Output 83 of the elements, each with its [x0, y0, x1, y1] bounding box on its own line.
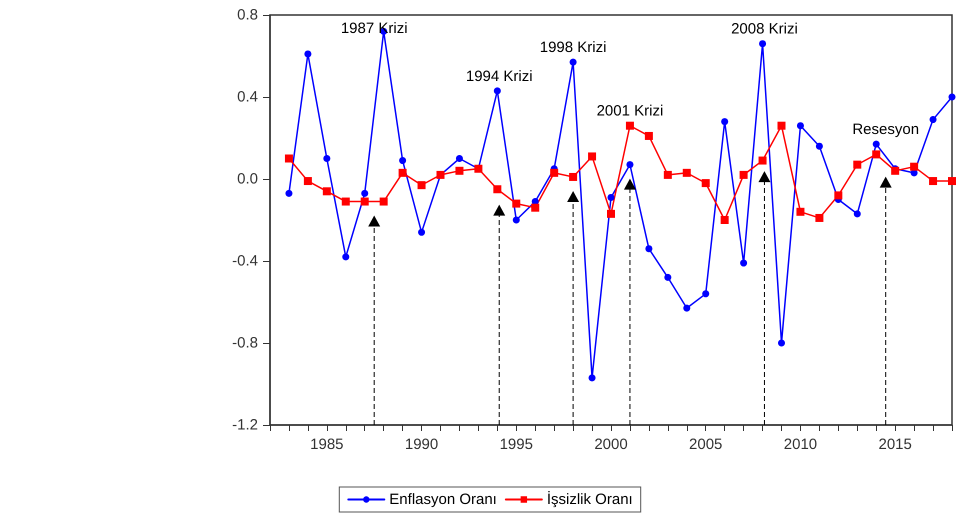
point: [683, 304, 690, 312]
point: [493, 185, 502, 194]
point: [702, 290, 710, 298]
point: [588, 152, 596, 160]
point: [758, 156, 767, 165]
x-tick-label: 2000: [594, 436, 628, 453]
point: [778, 340, 785, 346]
point: [361, 190, 368, 197]
point: [796, 208, 804, 216]
point: [853, 160, 862, 169]
x-tick-label: 2015: [878, 436, 912, 453]
point: [834, 191, 842, 200]
point: [304, 177, 312, 186]
point: [644, 132, 653, 140]
point: [645, 245, 652, 252]
point: [948, 94, 956, 100]
point: [588, 374, 596, 382]
y-tick-label: -0.8: [232, 334, 258, 352]
x-tick-label: 1990: [404, 436, 438, 453]
point: [322, 187, 331, 196]
point: [721, 118, 728, 126]
point: [455, 166, 464, 175]
point: [720, 216, 729, 224]
x-tick-label: 1985: [310, 436, 344, 453]
point: [570, 58, 577, 66]
point: [380, 198, 388, 206]
point: [285, 190, 292, 197]
point: [872, 150, 880, 158]
point: [816, 142, 823, 150]
point: [418, 181, 426, 190]
point: [531, 204, 540, 212]
y-tick-label: 0.8: [237, 6, 258, 24]
point: [569, 172, 578, 181]
point: [796, 122, 804, 130]
point: [682, 168, 691, 177]
annotation: 1998 Krizi: [540, 39, 606, 56]
y-tick-label: 0.0: [237, 170, 258, 188]
point: [948, 177, 956, 186]
point: [342, 198, 350, 206]
point: [398, 168, 407, 177]
annotation: Resesyon: [852, 121, 920, 138]
point: [399, 157, 406, 164]
point: [626, 122, 634, 130]
point: [494, 87, 501, 94]
point: [815, 214, 824, 222]
point: [778, 122, 786, 130]
point: [418, 228, 426, 236]
annotation: 2001 Krizi: [596, 102, 664, 120]
point: [854, 210, 861, 218]
point: [607, 210, 615, 218]
point: [664, 170, 672, 179]
y-tick-label: 0.4: [237, 88, 258, 106]
point: [626, 161, 634, 168]
y-tick-label: -0.4: [232, 252, 258, 270]
point: [759, 40, 766, 48]
point: [304, 50, 312, 58]
legend-label: İşsizlik Oranı: [546, 490, 633, 508]
point: [930, 116, 937, 124]
annotation: 1987 Krizi: [340, 20, 408, 37]
annotation: 1994 Krizi: [466, 68, 533, 85]
point: [872, 140, 880, 148]
point: [550, 168, 558, 177]
point: [740, 170, 748, 179]
point: [910, 162, 918, 171]
point: [664, 274, 672, 281]
y-tick-label: -1.2: [232, 416, 258, 434]
point: [512, 216, 520, 224]
annotation: 2008 Krizi: [731, 20, 798, 38]
point: [323, 155, 330, 162]
point: [608, 194, 614, 201]
point: [360, 198, 369, 206]
x-tick-label: 1995: [500, 436, 533, 453]
legend-label: Enflasyon Oranı: [389, 491, 497, 508]
point: [929, 177, 938, 186]
point: [456, 155, 463, 162]
point: [512, 200, 520, 208]
point: [342, 253, 350, 260]
point: [740, 260, 748, 267]
x-tick-label: 2005: [689, 436, 722, 453]
point: [284, 154, 293, 162]
point: [702, 179, 710, 188]
x-tick-label: 2010: [784, 436, 818, 453]
point: [891, 166, 900, 175]
